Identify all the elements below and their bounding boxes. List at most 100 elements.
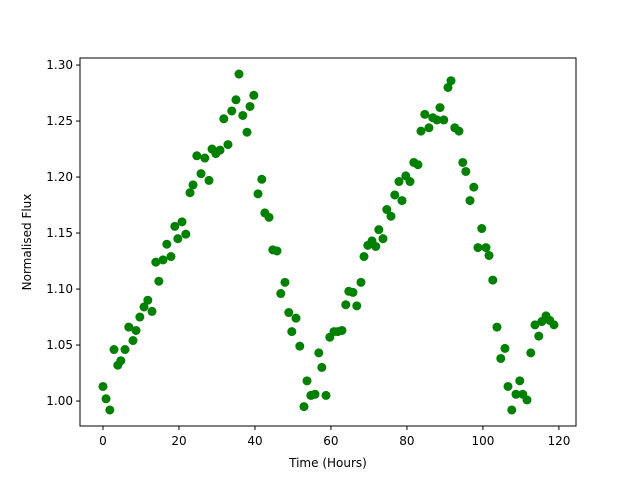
point xyxy=(284,308,294,318)
point xyxy=(131,325,141,335)
x-tick-label: 120 xyxy=(547,434,570,448)
y-tick-label: 1.00 xyxy=(46,394,73,408)
point xyxy=(317,362,327,372)
point xyxy=(177,217,187,227)
point xyxy=(432,115,442,125)
point xyxy=(231,95,241,105)
point xyxy=(348,287,358,297)
point xyxy=(245,101,255,111)
point xyxy=(204,175,214,185)
point xyxy=(116,356,126,366)
point xyxy=(356,277,366,287)
point xyxy=(390,190,400,200)
point xyxy=(492,322,502,332)
point xyxy=(139,302,149,312)
point xyxy=(196,169,206,179)
point xyxy=(257,174,267,184)
x-tick-label: 40 xyxy=(247,434,262,448)
point xyxy=(420,109,430,119)
point xyxy=(394,177,404,187)
point xyxy=(215,145,225,155)
point xyxy=(264,212,274,222)
y-tick-label: 1.30 xyxy=(46,58,73,72)
point xyxy=(181,229,191,239)
point xyxy=(458,157,468,167)
point xyxy=(143,295,153,305)
point xyxy=(124,322,134,332)
point xyxy=(413,160,423,170)
point xyxy=(386,211,396,221)
point xyxy=(185,188,195,198)
point xyxy=(416,126,426,136)
point xyxy=(443,82,453,92)
y-tick-label: 1.25 xyxy=(46,114,73,128)
point xyxy=(295,341,305,351)
point xyxy=(276,289,286,299)
point xyxy=(302,376,312,386)
point xyxy=(534,331,544,341)
point xyxy=(341,300,351,310)
point xyxy=(515,376,525,386)
point xyxy=(526,348,536,358)
point xyxy=(488,275,498,285)
x-tick-label: 0 xyxy=(99,434,107,448)
point xyxy=(473,243,483,253)
point xyxy=(503,381,513,391)
point xyxy=(162,239,172,249)
point xyxy=(105,405,115,415)
point xyxy=(128,336,138,346)
point xyxy=(465,196,475,206)
point xyxy=(101,394,111,404)
point xyxy=(314,348,324,358)
x-tick-label: 80 xyxy=(399,434,414,448)
point xyxy=(352,301,362,311)
point xyxy=(170,221,180,231)
point xyxy=(522,395,532,405)
point xyxy=(223,140,233,150)
point xyxy=(439,115,449,125)
point xyxy=(481,243,491,253)
x-axis-label: Time (Hours) xyxy=(288,456,367,470)
point xyxy=(109,345,119,355)
point xyxy=(200,153,210,163)
point xyxy=(507,405,517,415)
point xyxy=(378,234,388,244)
point xyxy=(530,320,540,330)
point xyxy=(321,390,331,400)
point xyxy=(405,177,415,187)
point xyxy=(477,224,487,234)
point xyxy=(147,306,157,316)
point xyxy=(549,320,559,330)
point xyxy=(496,353,506,363)
y-tick-label: 1.15 xyxy=(46,226,73,240)
point xyxy=(500,343,510,353)
point xyxy=(135,312,145,322)
y-tick-label: 1.10 xyxy=(46,282,73,296)
point xyxy=(397,196,407,206)
point xyxy=(234,69,244,79)
point xyxy=(469,182,479,192)
point xyxy=(158,255,168,265)
point xyxy=(382,205,392,215)
point xyxy=(461,166,471,176)
point xyxy=(446,76,456,86)
point xyxy=(151,257,161,267)
point xyxy=(219,114,229,124)
point xyxy=(287,327,297,337)
point xyxy=(188,180,198,190)
point xyxy=(173,234,183,244)
point xyxy=(154,276,164,286)
point xyxy=(166,252,176,262)
point xyxy=(98,381,108,391)
point xyxy=(227,106,237,116)
point xyxy=(454,126,464,136)
x-tick-label: 100 xyxy=(471,434,494,448)
point xyxy=(299,402,309,412)
point xyxy=(280,277,290,287)
point xyxy=(192,151,202,161)
x-tick-label: 60 xyxy=(323,434,338,448)
plot-frame xyxy=(79,57,577,427)
point xyxy=(359,252,369,262)
point xyxy=(238,110,248,120)
